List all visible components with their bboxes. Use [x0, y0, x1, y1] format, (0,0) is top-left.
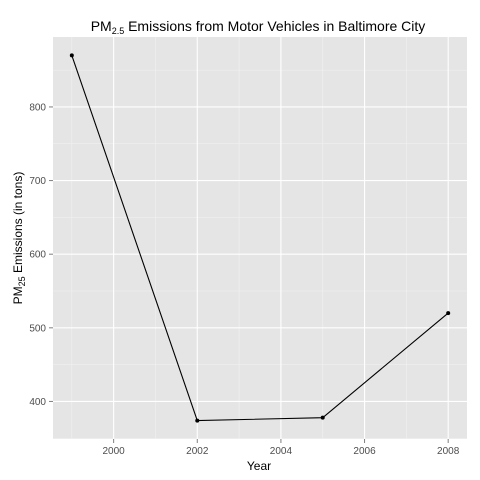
- plot-panel: [53, 37, 467, 439]
- y-tick-label: 700: [29, 176, 46, 187]
- x-tick-label: 2000: [103, 446, 126, 457]
- axis-layer: 2000 2002 2004 2006 2008 400 500 600 700 800: [29, 102, 459, 457]
- chart-title: PM2.5 Emissions from Motor Vehicles in B…: [91, 18, 426, 36]
- grid-minor: [53, 37, 467, 439]
- x-tick-label: 2008: [437, 446, 460, 457]
- y-tick-label: 400: [29, 397, 46, 408]
- y-tick-label: 800: [29, 102, 46, 113]
- data-point: [195, 418, 200, 423]
- data-point: [320, 415, 325, 420]
- y-axis-title: PM25 Emissions (in tons): [11, 172, 27, 305]
- y-tick-label: 500: [29, 323, 46, 334]
- data-point: [446, 311, 451, 316]
- x-tick-label: 2002: [186, 446, 209, 457]
- x-axis-title: Year: [247, 459, 271, 473]
- series-layer: [69, 53, 451, 423]
- series-line: [71, 55, 449, 422]
- x-tick-label: 2006: [353, 446, 376, 457]
- data-point: [69, 53, 74, 58]
- y-tick-label: 600: [29, 250, 46, 261]
- x-tick-label: 2004: [270, 446, 293, 457]
- grid-major: [53, 37, 467, 439]
